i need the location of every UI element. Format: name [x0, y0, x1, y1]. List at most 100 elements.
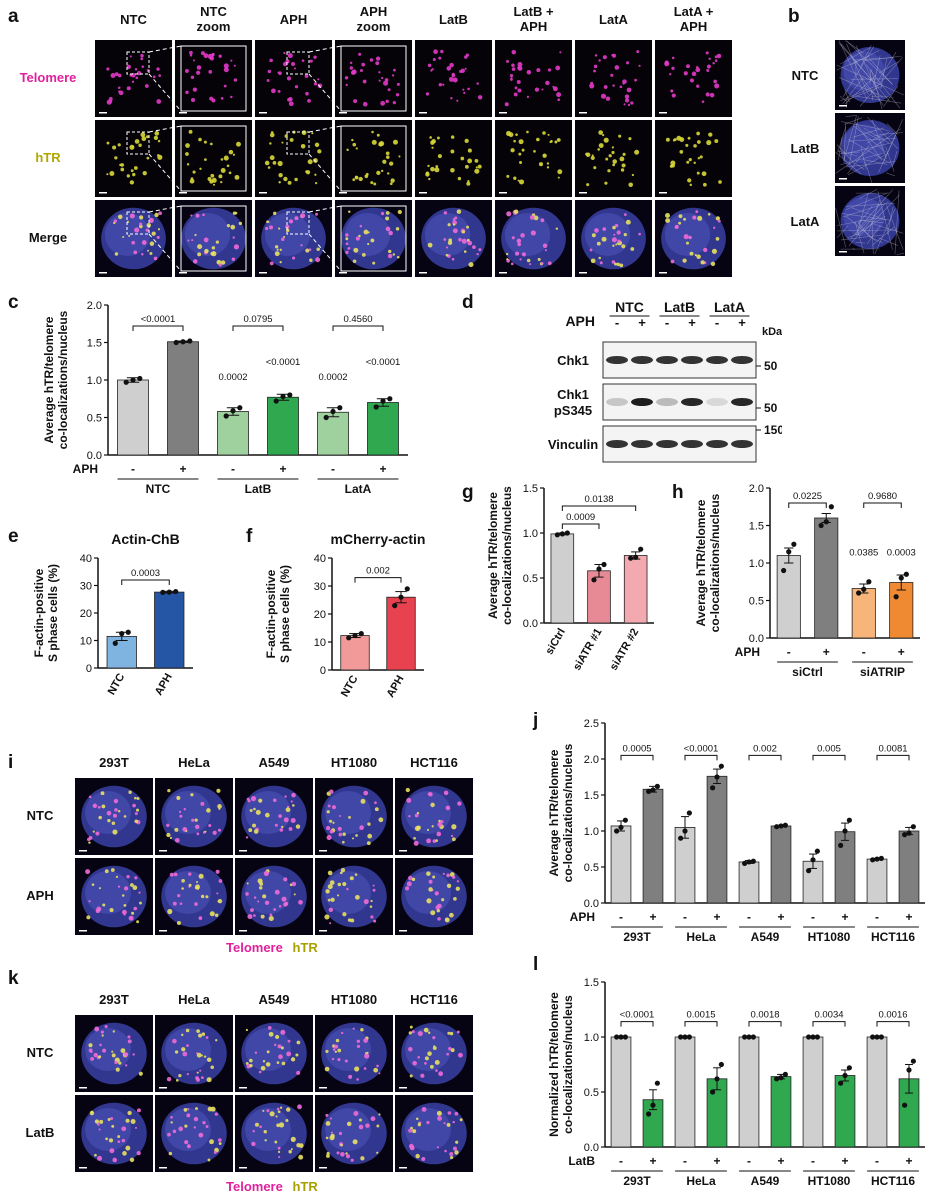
- panel-a-micrograph: [335, 40, 412, 117]
- bar: [866, 858, 888, 904]
- treatment-sign: +: [649, 1154, 656, 1168]
- p-value-label: <0.0001: [266, 357, 301, 368]
- data-point: [404, 586, 410, 592]
- x-category-label: APH: [385, 673, 407, 699]
- panel-a-column-label: LatB + APH: [513, 4, 554, 34]
- data-point: [614, 828, 620, 834]
- significance-bracket: [332, 325, 384, 331]
- significance-bracket: [354, 577, 402, 583]
- data-point: [682, 1034, 688, 1040]
- y-tick-label: 0.0: [523, 618, 538, 630]
- p-value-label: <0.0001: [620, 1010, 655, 1021]
- treatment-sign: +: [179, 462, 186, 476]
- panel-a-column-label: NTC: [120, 12, 147, 27]
- treatment-sign: -: [683, 910, 687, 924]
- cell-micrograph: [395, 858, 473, 935]
- p-value-label: 0.0385: [849, 548, 878, 559]
- significance-bracket: [876, 1021, 910, 1027]
- cell-line-label: HeLa: [178, 755, 210, 770]
- data-point: [774, 1076, 780, 1082]
- panel-letter-l: l: [533, 954, 539, 975]
- bar: [674, 827, 696, 904]
- group-label: HCT116: [871, 930, 915, 944]
- bar: [802, 1036, 824, 1148]
- bar: [738, 1036, 760, 1148]
- legend-htr: hTR: [292, 1179, 318, 1194]
- p-value-label: 0.0009: [566, 512, 595, 523]
- cell-micrograph: [235, 1095, 313, 1172]
- group-label: A549: [751, 930, 780, 944]
- significance-bracket: [684, 754, 718, 761]
- data-point: [910, 1058, 916, 1064]
- bar: [770, 1076, 792, 1148]
- data-point: [814, 848, 820, 854]
- data-point: [638, 546, 644, 552]
- data-point: [874, 1034, 880, 1040]
- panel-letter-a: a: [8, 6, 19, 27]
- panel-letter-k: k: [8, 968, 19, 989]
- cell-micrograph: [155, 778, 233, 855]
- treatment-sign: -: [811, 910, 815, 924]
- treatment-sign: -: [683, 1154, 687, 1168]
- data-point: [230, 408, 236, 414]
- blot-band: [656, 440, 678, 448]
- data-point: [187, 338, 193, 344]
- data-point: [718, 1061, 724, 1068]
- blot-band: [731, 356, 753, 364]
- panel-b-micrograph: [835, 113, 905, 183]
- panel-a-micrograph: [175, 200, 252, 277]
- group-label: LatB: [245, 482, 272, 496]
- significance-bracket: [788, 502, 827, 508]
- y-tick-label: 10: [314, 637, 326, 649]
- data-point: [346, 635, 352, 641]
- data-point: [650, 1102, 656, 1108]
- y-axis-label: Average hTR/telomere: [694, 499, 708, 626]
- treatment-sign: -: [331, 462, 335, 476]
- data-point: [810, 857, 816, 863]
- data-point: [806, 1034, 812, 1040]
- blot-group-label: NTC: [615, 299, 644, 315]
- treatment-sign: -: [231, 462, 235, 476]
- cell-micrograph: [315, 858, 393, 935]
- blot-band: [606, 440, 628, 448]
- bar: [851, 588, 876, 639]
- significance-bracket: [684, 1021, 718, 1027]
- data-point: [596, 566, 602, 572]
- chart-h: 0.0 0.5 1.0 1.5 2.0 Average hTR/telomere co-lo…: [694, 483, 920, 679]
- blot-band: [731, 398, 753, 406]
- treatment-label: APH: [73, 462, 98, 476]
- blot-band: [681, 398, 703, 406]
- data-point: [842, 1072, 848, 1079]
- blot-band: [631, 440, 653, 448]
- data-point: [618, 1034, 624, 1040]
- y-tick-label: 20: [80, 608, 92, 620]
- data-point: [902, 1102, 908, 1108]
- panel-a-micrograph: [575, 40, 652, 117]
- bar: [217, 411, 249, 456]
- kda-label: kDa: [762, 326, 782, 338]
- data-point: [112, 640, 118, 646]
- y-tick-label: 30: [314, 581, 326, 593]
- panel-a-micrograph: [95, 200, 172, 277]
- data-point: [870, 1034, 876, 1040]
- data-point: [710, 785, 716, 791]
- panel-letter-j: j: [533, 710, 539, 731]
- group-label: siATRIP: [860, 665, 905, 679]
- data-point: [806, 868, 812, 874]
- treatment-sign: +: [905, 1154, 912, 1168]
- data-point: [633, 554, 639, 560]
- data-point: [786, 549, 792, 555]
- panel-b-row-label: NTC: [791, 68, 819, 83]
- bar: [610, 1036, 632, 1148]
- panel-a-micrograph: [175, 40, 252, 117]
- bar: [117, 379, 149, 456]
- data-point: [781, 567, 787, 574]
- panel-a-micrograph: [655, 120, 732, 197]
- treatment-sign: +: [777, 1154, 784, 1168]
- data-point: [791, 541, 797, 547]
- treatment-sign: -: [875, 910, 879, 924]
- bar: [898, 830, 920, 904]
- treatment-sign: -: [747, 1154, 751, 1168]
- blot-band: [656, 398, 678, 406]
- blot-band: [706, 440, 728, 448]
